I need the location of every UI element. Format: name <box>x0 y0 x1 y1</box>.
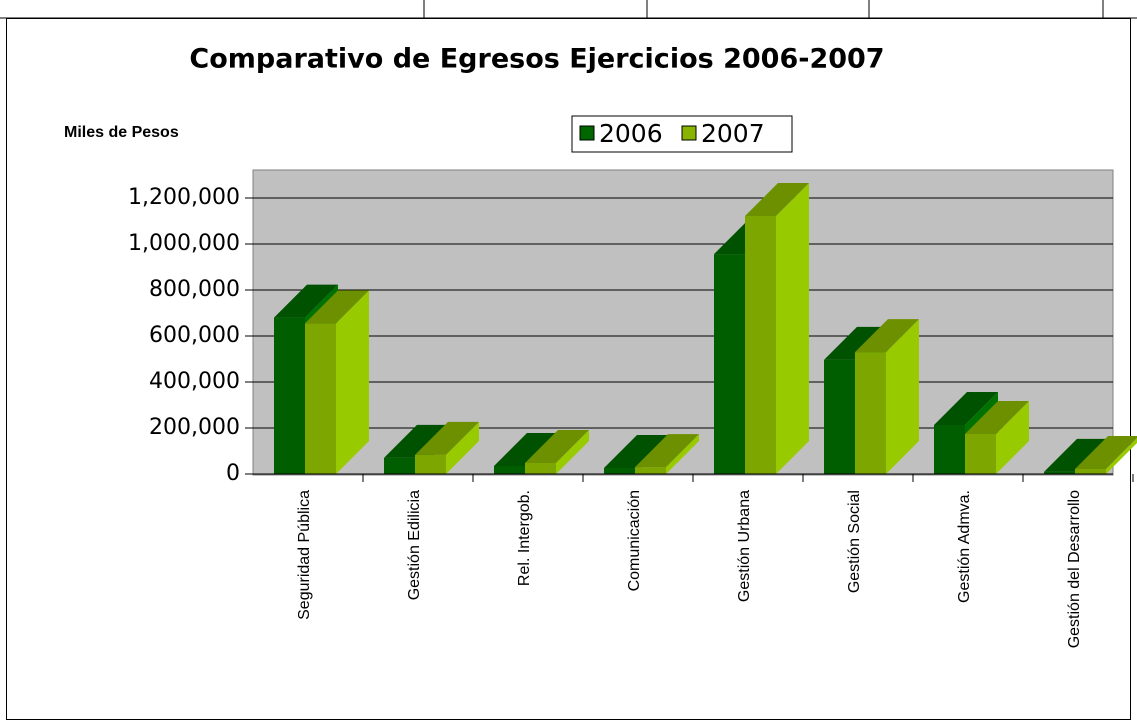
bar <box>525 462 556 474</box>
bar <box>745 215 776 474</box>
bar <box>415 454 446 474</box>
y-tick-label: 800,000 <box>149 277 240 302</box>
bar <box>714 254 745 474</box>
bar <box>1044 471 1075 474</box>
bar <box>934 425 965 474</box>
bar-side <box>666 434 699 474</box>
x-tick-label: Gestión Social <box>846 490 863 593</box>
bar <box>305 323 336 474</box>
bar-top <box>525 429 589 463</box>
x-tick-label: Gestión Edilicia <box>406 490 423 600</box>
bar-top <box>1075 435 1137 469</box>
legend-swatch <box>579 125 595 141</box>
y-tick-label: 1,000,000 <box>128 231 240 256</box>
bar <box>965 433 996 474</box>
bar-side <box>886 319 919 474</box>
y-tick-label: 400,000 <box>149 369 240 394</box>
bar-side <box>336 290 369 474</box>
legend-swatch <box>681 125 697 141</box>
chart-title: Comparativo de Egresos Ejercicios 2006-2… <box>189 44 884 75</box>
bar <box>274 317 305 474</box>
y-tick-label: 0 <box>226 461 240 486</box>
bar-top <box>855 319 919 353</box>
bar <box>1075 468 1106 474</box>
y-axis-label: Miles de Pesos <box>64 124 179 141</box>
bar <box>494 465 525 474</box>
bar-top <box>415 421 479 455</box>
bar <box>635 467 666 474</box>
x-tick-label: Rel. Intergob. <box>516 490 533 586</box>
x-tick-label: Seguridad Pública <box>296 490 313 620</box>
x-tick-label: Gestión del Desarrollo <box>1066 490 1083 648</box>
bar-top <box>965 400 1029 434</box>
bar-side <box>1106 437 1137 474</box>
bar <box>384 457 415 474</box>
y-tick-label: 600,000 <box>149 323 240 348</box>
bar <box>824 359 855 474</box>
bar-top <box>384 424 448 458</box>
bar-top <box>604 435 668 469</box>
legend-label: 2007 <box>701 119 765 148</box>
bar-top <box>745 182 809 216</box>
bar-top <box>494 432 558 466</box>
x-tick-label: Gestión Admva. <box>956 490 973 603</box>
y-tick-label: 200,000 <box>149 415 240 440</box>
x-tick-label: Gestión Urbana <box>736 490 753 602</box>
bar-side <box>776 182 809 474</box>
bar-side <box>446 421 479 474</box>
bar <box>855 352 886 474</box>
bar-side <box>556 429 589 474</box>
bar-top <box>274 284 338 318</box>
y-tick-label: 1,200,000 <box>128 185 240 210</box>
legend-label: 2006 <box>599 119 663 148</box>
bar-top <box>1044 438 1108 472</box>
bar-side <box>996 400 1029 474</box>
x-tick-label: Comunicación <box>626 490 643 591</box>
bar-top <box>635 434 699 468</box>
bar-top <box>934 392 998 426</box>
bar-top <box>305 290 369 324</box>
bar <box>604 468 635 474</box>
